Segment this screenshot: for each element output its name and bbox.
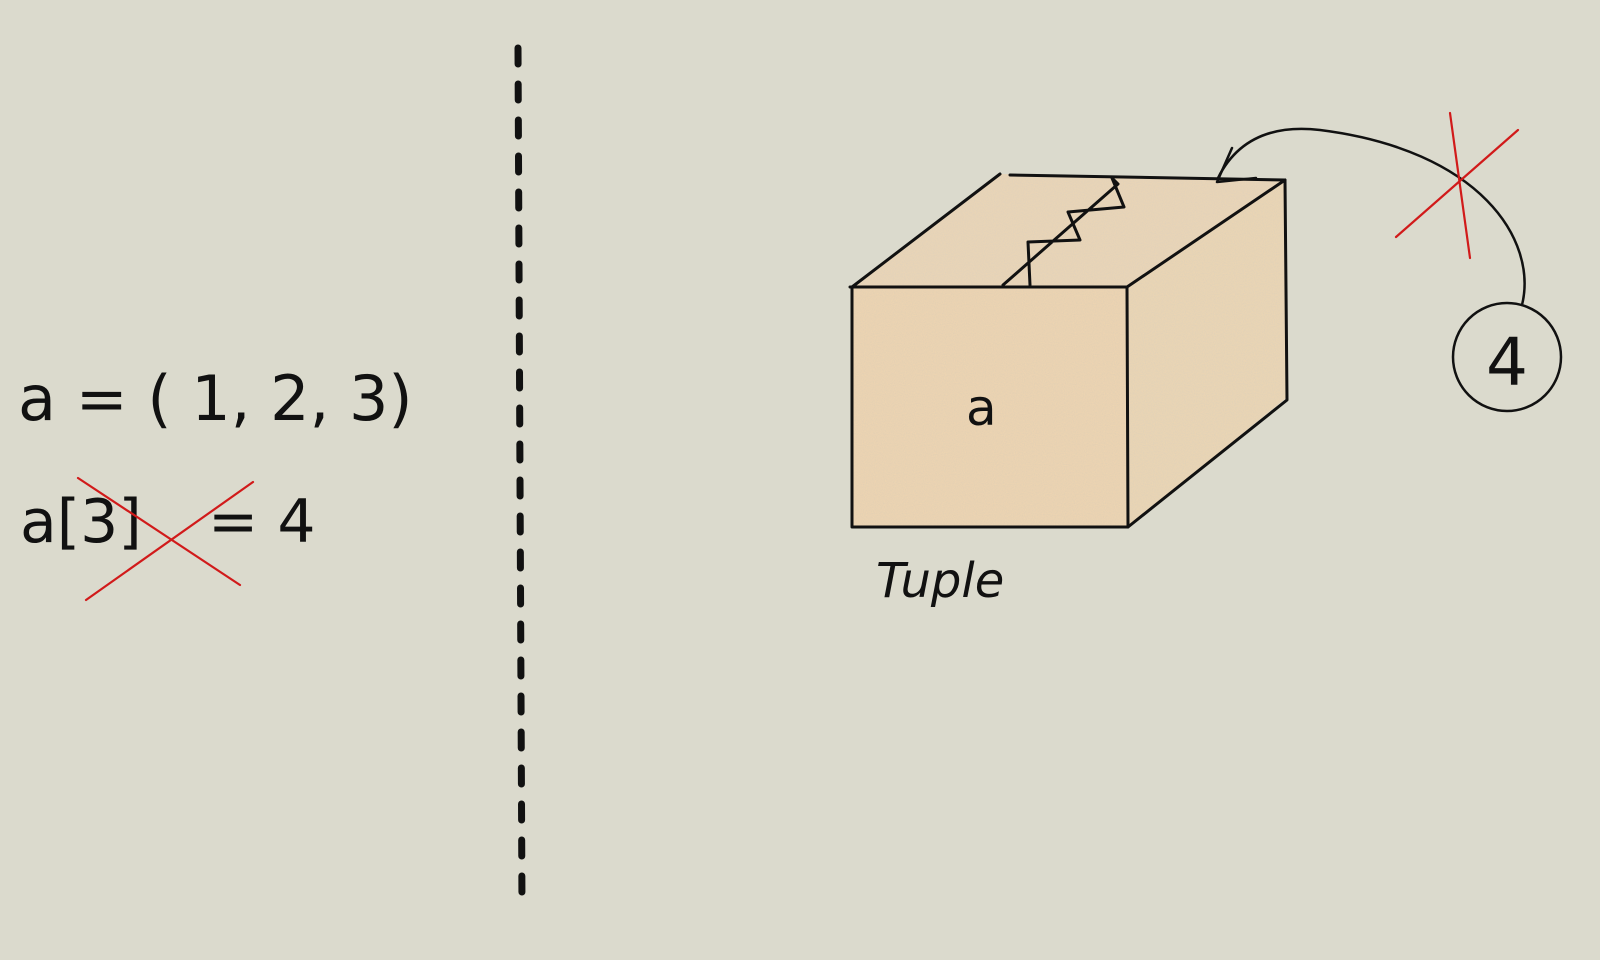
tuple-assignment-text: a = ( 1, 2, 3) [18, 362, 413, 435]
box-label: a [966, 379, 997, 437]
value-circle [1451, 301, 1563, 413]
insert-arrow [1215, 127, 1526, 307]
item-assignment-lhs-text: a[3] [20, 487, 142, 557]
value-node: 4 [1451, 301, 1563, 413]
item-assignment-rhs-text: = 4 [208, 487, 316, 557]
value-text: 4 [1486, 324, 1528, 401]
cross-out-mark-left [76, 476, 255, 602]
tuple-box [848, 172, 1289, 529]
dashed-divider [514, 44, 526, 912]
tuple-caption: Tuple [876, 553, 1004, 609]
lid-crack [1001, 176, 1126, 287]
code-panel: a = ( 1, 2, 3) a[3] = 4 [18, 362, 413, 602]
cross-out-mark-arrow [1394, 111, 1520, 260]
